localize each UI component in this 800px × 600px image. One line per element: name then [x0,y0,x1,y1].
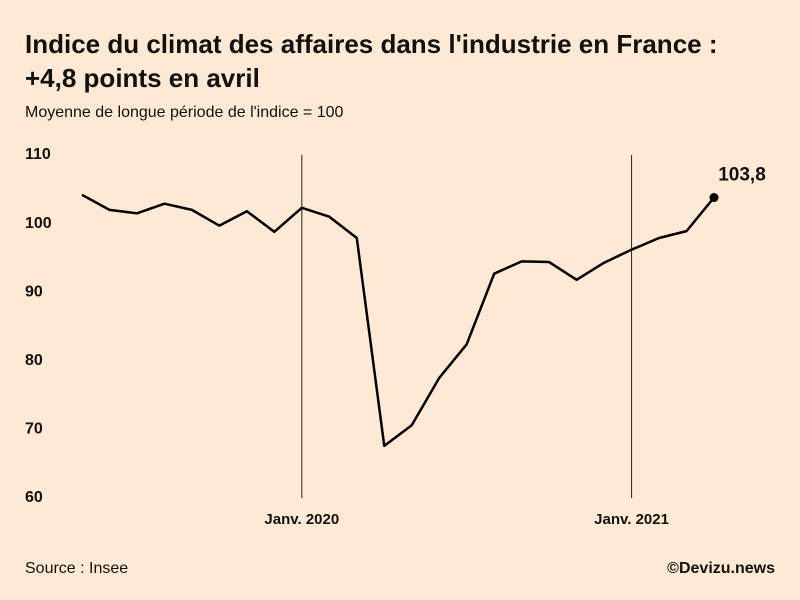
y-tick-label: 60 [25,489,43,506]
y-tick-label: 70 [25,421,43,438]
chart-title: Indice du climat des affaires dans l'ind… [25,29,718,59]
y-tick-label: 80 [25,352,43,369]
source: Source : Insee [25,560,128,577]
y-tick-label: 100 [25,215,52,232]
x-tick-label: Janv. 2021 [594,511,669,528]
chart-subtitle: Moyenne de longue période de l'indice = … [25,104,344,121]
chart-title: +4,8 points en avril [25,63,260,93]
line [81,193,715,448]
x-tick-label: Janv. 2020 [264,511,339,528]
y-tick-label: 110 [25,146,51,163]
data-label: 103,8 [718,165,766,186]
credit: ©Devizu.news [667,560,775,577]
point [709,193,719,203]
y-tick-label: 90 [25,283,43,300]
